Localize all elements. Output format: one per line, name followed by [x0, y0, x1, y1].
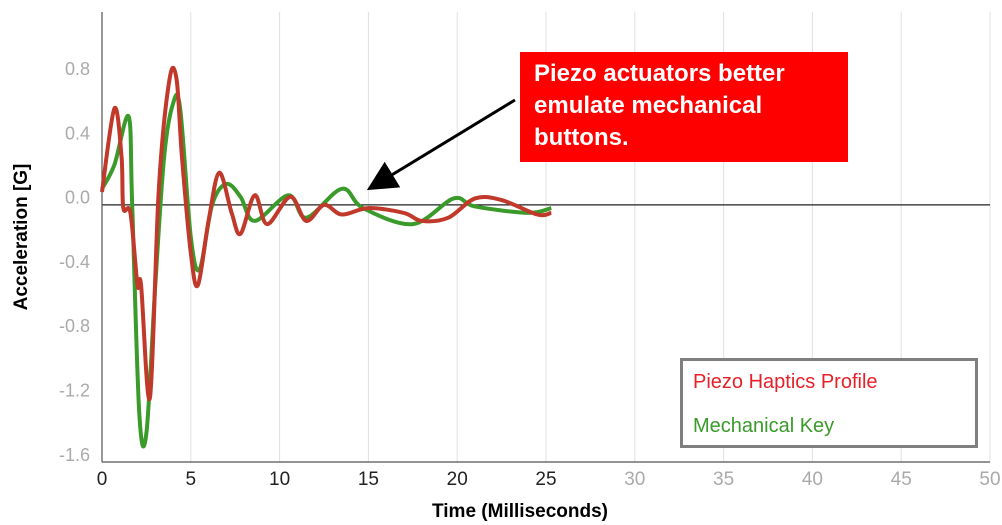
- y-tick-label: -1.2: [59, 380, 90, 400]
- legend-entry: Mechanical Key: [693, 415, 835, 437]
- x-tick-label: 30: [624, 469, 645, 490]
- x-tick-label: 5: [186, 469, 197, 490]
- legend-entry: Piezo Haptics Profile: [693, 371, 878, 393]
- x-tick-label: 15: [358, 469, 379, 490]
- y-tick-label: 0.8: [65, 59, 90, 79]
- x-tick-label: 25: [535, 469, 556, 490]
- annotation-arrow: [366, 98, 516, 191]
- x-axis-label: Time (Milliseconds): [432, 501, 608, 522]
- x-tick-label: 35: [713, 469, 734, 490]
- y-tick-label: 0.4: [65, 123, 90, 143]
- series-line: [100, 65, 552, 402]
- x-tick-label: 45: [891, 469, 912, 490]
- legend: Piezo Haptics Profile Mechanical Key: [680, 358, 978, 448]
- y-tick-label: 0.0: [65, 188, 90, 208]
- x-tick-label: 50: [979, 469, 1000, 490]
- x-tick-label: 40: [802, 469, 823, 490]
- annotation: Piezo actuators better emulate mechanica…: [520, 52, 848, 162]
- y-tick-label: -0.4: [59, 252, 90, 272]
- y-axis-label: Acceleration [G]: [11, 164, 32, 311]
- x-tick-label: 10: [269, 469, 290, 490]
- y-tick-label: -0.8: [59, 316, 90, 336]
- x-tick-label: 20: [447, 469, 468, 490]
- x-tick-label: 0: [97, 469, 108, 490]
- series-line: [100, 92, 552, 449]
- y-tick-label: -1.6: [59, 445, 90, 465]
